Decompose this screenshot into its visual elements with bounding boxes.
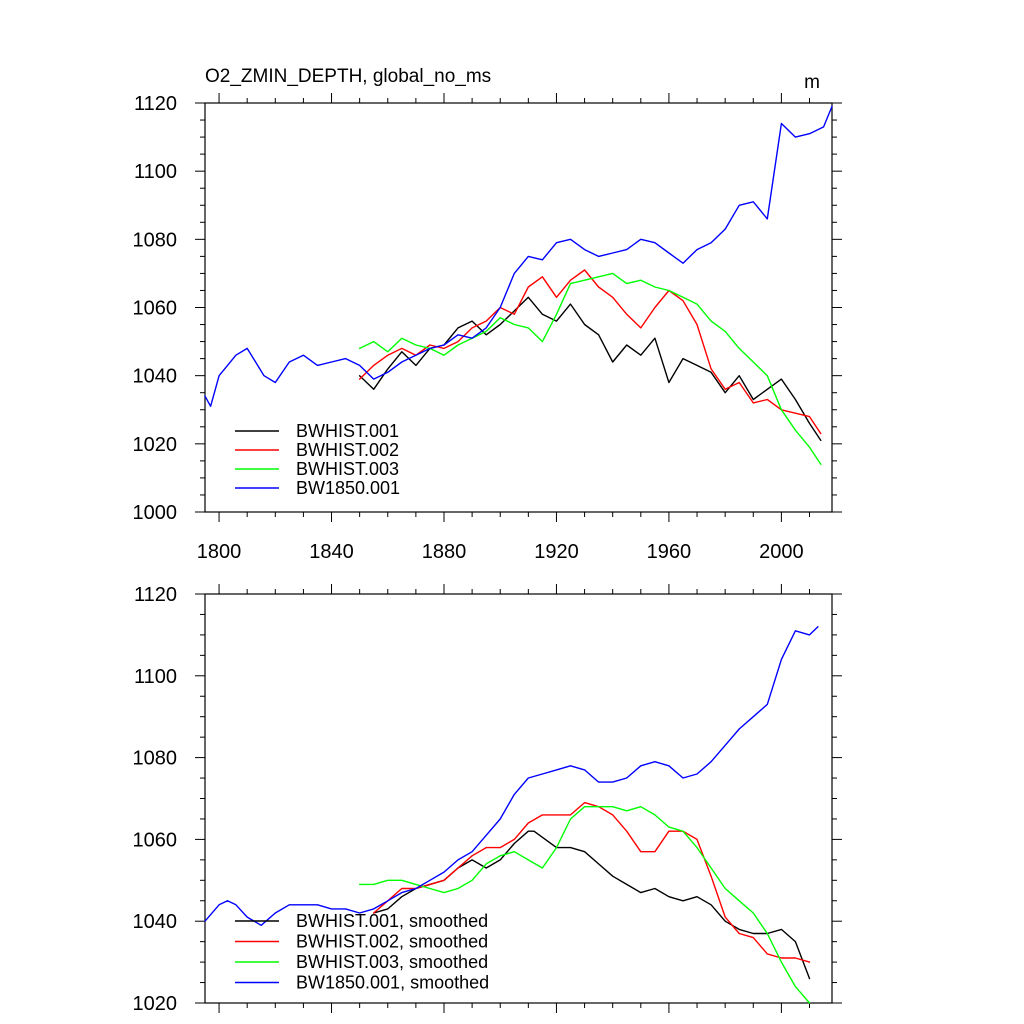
y-tick-label: 1100 [134, 161, 177, 183]
legend-label: BW1850.001 [296, 478, 400, 498]
y-tick-label: 1040 [133, 911, 178, 933]
chart-title: O2_ZMIN_DEPTH, global_no_ms [205, 66, 491, 87]
series-line [358, 272, 822, 465]
series-line [204, 626, 819, 926]
legend-label: BWHIST.003, smoothed [296, 952, 488, 972]
series-line [358, 806, 811, 1004]
y-tick-label: 1080 [133, 229, 178, 251]
legend-label: BWHIST.001 [296, 421, 399, 441]
series-line [358, 296, 822, 442]
tick-marks [195, 93, 842, 522]
legend-label: BWHIST.002 [296, 440, 399, 460]
y-tick-label: 1120 [134, 93, 177, 115]
units-label: m [804, 72, 820, 93]
x-tick-label: 1920 [534, 541, 579, 563]
series-line [358, 269, 822, 435]
y-tick-label: 1040 [133, 366, 178, 388]
y-tick-label: 1060 [133, 829, 178, 851]
x-tick-labels: 1800 1840 1880 1920 1960 2000 [197, 541, 804, 563]
y-tick-label: 1060 [133, 298, 178, 320]
x-tick-label: 1880 [422, 541, 467, 563]
y-tick-label: 1020 [133, 434, 178, 456]
top-panel: O2_ZMIN_DEPTH, global_no_ms m 1800 1840 18… [133, 66, 842, 563]
y-tick-label: 1020 [133, 993, 178, 1015]
y-tick-label: 1120 [134, 584, 177, 606]
y-tick-label: 1100 [134, 666, 177, 688]
y-tick-label: 1080 [133, 748, 178, 770]
y-tick-labels: 1020 1040 1060 1080 1100 1120 [133, 584, 178, 1015]
legend-label: BW1850.001, smoothed [296, 973, 489, 993]
legend-label: BWHIST.001, smoothed [296, 911, 488, 931]
series-line [373, 801, 811, 963]
tick-marks [195, 584, 842, 1013]
x-tick-label: 1960 [647, 541, 692, 563]
x-tick-label: 2000 [759, 541, 804, 563]
x-tick-label: 1840 [309, 541, 354, 563]
series-lines [204, 626, 819, 1004]
legend-label: BWHIST.002, smoothed [296, 932, 488, 952]
bottom-panel: 1020 1040 1060 1080 1100 1120 BWHIST.001, smo… [133, 584, 842, 1015]
legend-label: BWHIST.003 [296, 459, 399, 479]
series-line [204, 105, 833, 407]
y-tick-label: 1000 [133, 502, 178, 524]
x-tick-label: 1800 [197, 541, 242, 563]
series-lines [204, 105, 833, 465]
y-tick-labels: 1000 1020 1040 1060 1080 1100 1120 [133, 93, 178, 524]
